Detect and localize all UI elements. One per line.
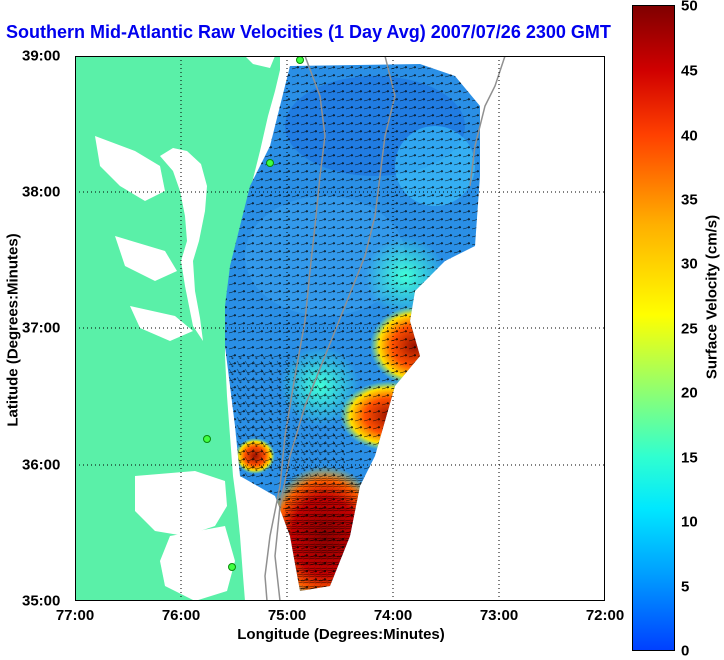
bay-water [245,56,275,68]
x-axis-label: Longitude (Degrees:Minutes) [237,626,445,643]
colorbar-tick: 45 [681,62,698,80]
y-tick-label: 39:00 [22,47,61,65]
y-axis-label: Latitude (Degrees:Minutes) [4,233,22,427]
x-tick-label: 72:00 [585,607,625,624]
colorbar-tick: 30 [681,255,698,273]
x-tick-label: 75:00 [267,607,307,624]
y-tick-label: 37:00 [22,319,61,337]
sound-water [135,471,227,536]
y-tick-label: 38:00 [22,183,61,201]
sound-water [160,526,235,601]
bay-water [115,236,177,281]
colorbar-tick: 0 [681,642,690,660]
bay-water [160,148,207,341]
bathymetry-contour [264,56,326,601]
colorbar-tick: 40 [681,127,698,145]
x-tick-label: 77:00 [55,607,95,624]
map-frame [75,56,605,601]
map-panel[interactable] [75,56,605,601]
bay-water [130,306,193,341]
bay-water [95,136,165,201]
radar-station-marker [296,56,304,64]
radar-station-marker [203,435,211,443]
bathymetry-contour [469,56,506,187]
colorbar-tick: 15 [681,449,698,467]
colorbar-tick: 20 [681,384,698,402]
y-tick-label: 35:00 [22,592,61,610]
radar-station-marker [228,563,236,571]
colorbar-tick: 25 [681,320,698,338]
colorbar-tick: 5 [681,578,690,596]
x-tick-label: 73:00 [479,607,519,624]
map-title: Southern Mid-Atlantic Raw Velocities (1 … [6,22,611,42]
colorbar-label: Surface Velocity (cm/s) [703,214,721,380]
x-tick-label: 74:00 [373,607,413,624]
y-tick-label: 36:00 [22,456,61,474]
colorbar-tick: 50 [681,0,698,15]
colorbar-tick: 35 [681,191,698,209]
bathymetry-contour [274,56,396,601]
colorbar-tick: 10 [681,513,698,531]
velocity-map-svg [75,56,605,601]
x-tick-label: 76:00 [161,607,201,624]
radar-station-marker [266,159,274,167]
colorbar [632,5,675,651]
grid-lines [75,56,605,601]
